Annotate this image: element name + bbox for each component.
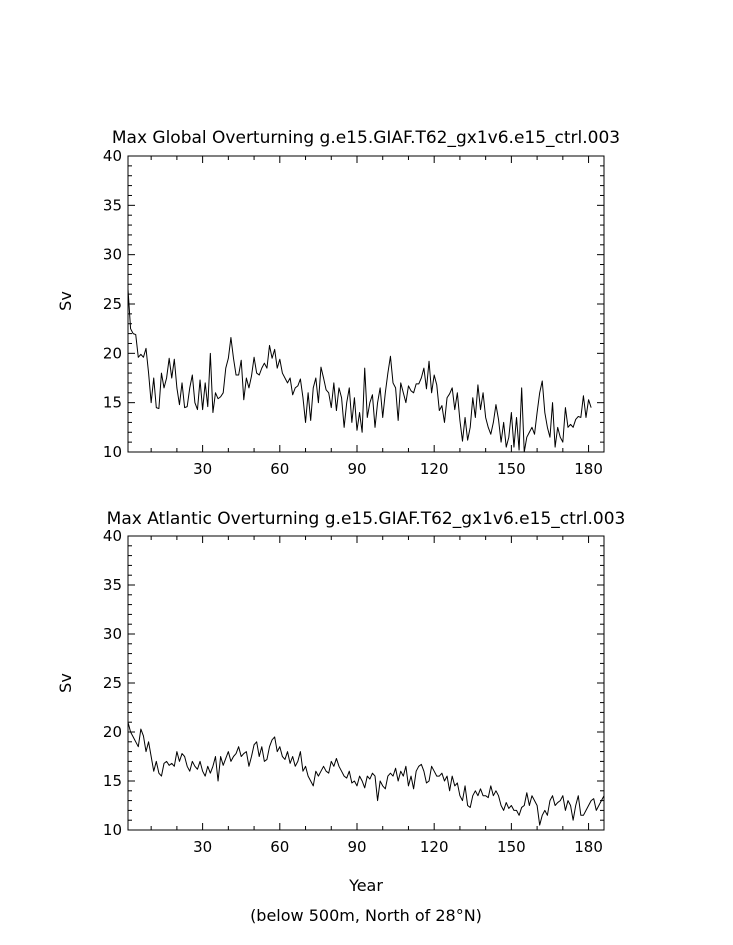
y-tick-label: 30 xyxy=(103,246,122,264)
x-tick-label: 180 xyxy=(574,838,603,856)
y-tick-label: 25 xyxy=(103,674,122,692)
y-tick-label: 25 xyxy=(103,295,122,313)
footnote: (below 500m, North of 28°N) xyxy=(250,906,482,925)
x-axis-label: Year xyxy=(348,876,383,895)
y-tick-label: 10 xyxy=(103,821,122,839)
y-axis-label: Sv xyxy=(56,673,75,693)
plot-area: 10 15 20 25 30 35 40 30 60 90 120 150 180 xyxy=(103,147,605,478)
y-tick-label: 40 xyxy=(103,147,122,165)
plot-frame xyxy=(127,155,605,453)
y-tick-label: 10 xyxy=(103,443,122,461)
x-tick-label: 60 xyxy=(270,460,289,478)
x-tick-label: 90 xyxy=(347,460,366,478)
x-tick-label: 120 xyxy=(420,460,449,478)
x-tick-label: 60 xyxy=(270,838,289,856)
y-axis-label: Sv xyxy=(56,291,75,311)
x-tick-label: 120 xyxy=(420,838,449,856)
series-line xyxy=(127,722,605,826)
y-tick-label: 35 xyxy=(103,576,122,594)
plot-frame xyxy=(127,535,605,831)
y-tick-label: 30 xyxy=(103,625,122,643)
plot-area: 10 15 20 25 30 35 40 30 60 90 120 150 180 xyxy=(103,527,605,856)
y-tick-label: 40 xyxy=(103,527,122,545)
series-line xyxy=(127,289,592,453)
y-tick-label: 20 xyxy=(103,723,122,741)
x-tick-label: 30 xyxy=(193,460,212,478)
chart-title: Max Global Overturning g.e15.GIAF.T62_gx… xyxy=(112,128,620,148)
x-tick-label: 30 xyxy=(193,838,212,856)
y-tick-label: 15 xyxy=(103,772,122,790)
x-tick-label: 150 xyxy=(497,460,526,478)
x-tick-label: 180 xyxy=(574,460,603,478)
x-tick-label: 150 xyxy=(497,838,526,856)
chart-title: Max Atlantic Overturning g.e15.GIAF.T62_… xyxy=(107,509,626,529)
atlantic-overturning-panel: Max Atlantic Overturning g.e15.GIAF.T62_… xyxy=(56,509,625,895)
y-tick-label: 35 xyxy=(103,196,122,214)
x-tick-label: 90 xyxy=(347,838,366,856)
y-tick-label: 20 xyxy=(103,344,122,362)
global-overturning-panel: Max Global Overturning g.e15.GIAF.T62_gx… xyxy=(56,128,620,478)
y-tick-label: 15 xyxy=(103,394,122,412)
